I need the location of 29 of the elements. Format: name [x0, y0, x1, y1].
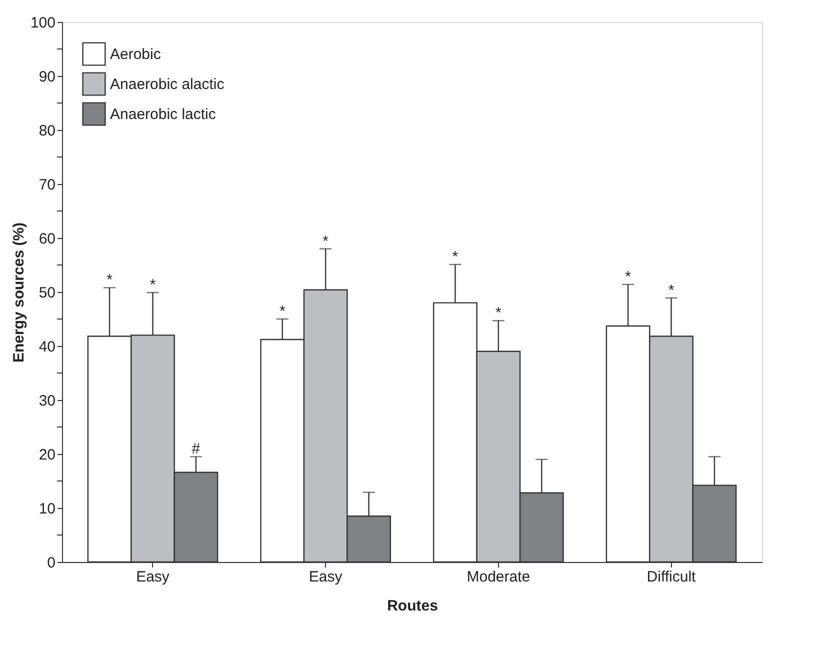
legend-label: Anaerobic alactic: [110, 76, 225, 93]
y-tick-label: 0: [47, 554, 56, 572]
y-tick-label: 80: [38, 122, 56, 140]
annotation: *: [625, 268, 632, 286]
x-tick-label: Moderate: [466, 568, 530, 586]
annotation: *: [668, 282, 674, 299]
x-axis-title: Routes: [387, 598, 438, 614]
annotation: *: [496, 304, 502, 322]
y-tick-label: 90: [38, 68, 56, 86]
y-tick-label: 30: [38, 392, 56, 410]
y-axis-title: Energy sources (%): [10, 222, 28, 363]
y-tick-label: 70: [38, 176, 56, 194]
annotation: *: [150, 276, 156, 294]
annotation: #: [192, 440, 201, 458]
annotation: *: [452, 248, 458, 266]
annotation: *: [322, 232, 329, 250]
y-tick-label: 10: [38, 500, 56, 518]
legend-label: Anaerobic lactic: [110, 106, 216, 123]
x-tick-label: Easy: [136, 568, 170, 586]
y-tick-label: 100: [30, 14, 56, 32]
annotation: *: [279, 303, 286, 320]
y-tick-label: 50: [38, 284, 56, 302]
x-tick-label: Easy: [308, 568, 343, 586]
y-tick-label: 40: [38, 338, 56, 356]
annotation: *: [106, 272, 113, 289]
legend-label: Aerobic: [110, 46, 162, 63]
y-tick-label: 60: [38, 230, 56, 248]
y-tick-label: 20: [38, 446, 56, 464]
x-tick-label: Difficult: [646, 568, 697, 586]
